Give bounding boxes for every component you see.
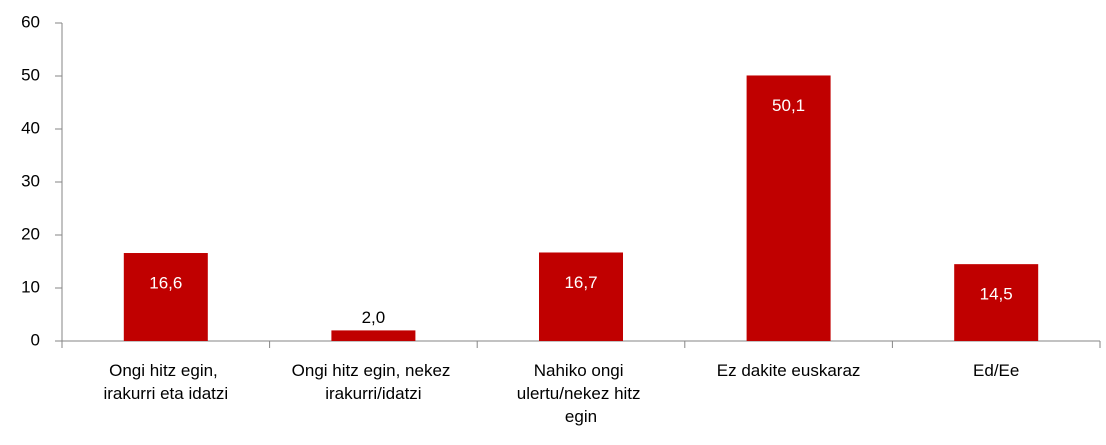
x-tick-label: Ongi hitz egin, nekez irakurri/idatzi <box>292 361 455 403</box>
x-tick-label: Ed/Ee <box>973 361 1019 380</box>
value-label: 16,7 <box>564 273 597 292</box>
bar <box>746 75 831 341</box>
y-tick-label: 50 <box>21 65 40 84</box>
bar <box>123 253 208 341</box>
x-tick-label: Ez dakite euskaraz <box>717 361 861 380</box>
value-label: 2,0 <box>362 308 386 327</box>
bar <box>954 264 1039 341</box>
value-label: 16,6 <box>149 274 182 293</box>
y-tick-label: 0 <box>31 330 40 349</box>
bar <box>331 330 416 341</box>
value-label: 14,5 <box>980 285 1013 304</box>
y-tick-label: 10 <box>21 277 40 296</box>
bar <box>539 252 623 341</box>
value-label: 50,1 <box>772 96 805 115</box>
y-tick-label: 30 <box>21 171 40 190</box>
x-tick-label: Nahiko ongi ulertu/nekez hitz egin <box>517 361 646 426</box>
y-tick-label: 20 <box>21 224 40 243</box>
y-tick-label: 40 <box>21 118 40 137</box>
x-tick-label: Ongi hitz egin, irakurri eta idatzi <box>103 361 228 403</box>
y-tick-label: 60 <box>21 12 40 31</box>
